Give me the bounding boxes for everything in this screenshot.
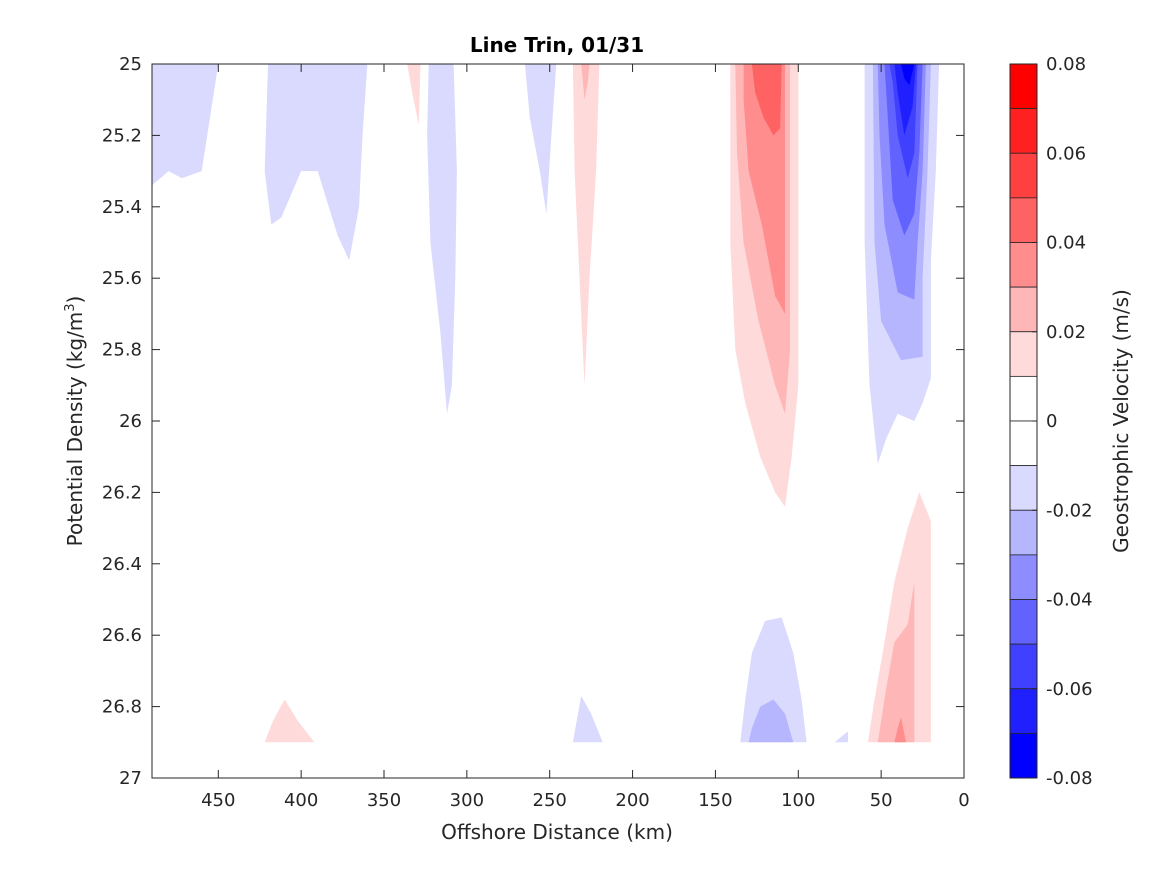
- colorbar-tick-label: -0.02: [1046, 500, 1093, 521]
- x-tick-label: 0: [958, 790, 969, 811]
- colorbar-segment: [1009, 643, 1038, 690]
- colorbar-segment: [1009, 554, 1038, 600]
- colorbar-segment: [1009, 63, 1038, 110]
- colorbar-segment: [1009, 286, 1038, 333]
- colorbar-segment: [1009, 509, 1038, 556]
- colorbar-tick-label: 0.08: [1046, 54, 1086, 75]
- y-tick-label: 26.4: [102, 554, 142, 575]
- y-axis-label: Potential Density (kg/m3): [63, 296, 87, 547]
- pos-region-coastal-deep-2: [877, 581, 915, 743]
- chart-title: Line Trin, 01/31: [470, 33, 644, 57]
- x-tick-label: 300: [450, 790, 484, 811]
- y-tick-label: 26.8: [102, 697, 142, 718]
- x-tick-label: 450: [201, 790, 235, 811]
- x-tick-label: 350: [367, 790, 401, 811]
- neg-region-255km: [524, 64, 557, 214]
- colorbar-tick-label: 0.06: [1046, 143, 1086, 164]
- colorbar-tick-label: 0.04: [1046, 233, 1086, 254]
- y-tick-label: 25: [119, 54, 142, 75]
- y-axis-label-close: ): [63, 296, 87, 304]
- colorbar-label: Geostrophic Velocity (m/s): [1109, 289, 1133, 553]
- y-tick-label: 26.6: [102, 625, 142, 646]
- x-tick-label: 250: [533, 790, 567, 811]
- y-tick-label: 27: [119, 768, 142, 789]
- pos-region-230km: [572, 64, 600, 386]
- x-tick-label: 100: [781, 790, 815, 811]
- neg-region-offshore-far: [152, 64, 219, 186]
- pos-region-410km: [264, 699, 315, 743]
- colorbar-segment: [1009, 375, 1038, 422]
- y-tick-label: 25.2: [102, 125, 142, 146]
- colorbar-segment: [1009, 152, 1038, 199]
- colorbar-segment: [1009, 197, 1038, 243]
- axes: 450 400 350 300 250 200 150 100 50 0 25 25.2 25.4 25.…: [102, 54, 970, 811]
- neg-region-deep-75km: [834, 731, 848, 743]
- colorbar-tick-label: 0: [1046, 411, 1057, 432]
- y-tick-label: 25.4: [102, 197, 142, 218]
- colorbar-segment: [1009, 331, 1038, 377]
- y-axis-label-superscript: 3: [63, 303, 78, 311]
- y-tick-label: 26.2: [102, 482, 142, 503]
- colorbar-tick-label: -0.04: [1046, 590, 1093, 611]
- x-axis-label: Offshore Distance (km): [441, 820, 673, 844]
- y-tick-label: 26: [119, 411, 142, 432]
- x-tick-label: 400: [284, 790, 318, 811]
- pos-region-230km-core: [581, 64, 590, 100]
- colorbar: 0.08 0.06 0.04 0.02 0 -0.02 -0.04 -0.06 -0.08: [1009, 54, 1093, 789]
- neg-region-deep-120km-2: [748, 699, 794, 743]
- neg-region-deep-120km-1: [740, 617, 807, 743]
- neg-region-offshore-mid: [264, 64, 368, 261]
- x-tick-label: 50: [870, 790, 893, 811]
- x-tick-label: 150: [698, 790, 732, 811]
- colorbar-segment: [1009, 420, 1038, 467]
- colorbar-segment: [1009, 465, 1038, 511]
- neg-region-deep-230km: [572, 695, 603, 743]
- colorbar-segment: [1009, 732, 1038, 779]
- neg-region-coastal-7: [901, 64, 915, 86]
- colorbar-segment: [1009, 242, 1038, 288]
- colorbar-tick-label: 0.02: [1046, 322, 1086, 343]
- pos-region-335km: [407, 64, 421, 125]
- x-tick-label: 200: [615, 790, 649, 811]
- y-tick-label: 25.6: [102, 268, 142, 289]
- pos-region-coastal-deep-3: [894, 717, 906, 743]
- colorbar-tick-label: -0.06: [1046, 679, 1093, 700]
- colorbar-segment: [1009, 688, 1038, 734]
- pos-region-120km-4: [751, 64, 782, 136]
- neg-region-300km: [427, 64, 457, 414]
- colorbar-segment: [1009, 599, 1038, 645]
- y-tick-label: 25.8: [102, 340, 142, 361]
- neg-region-coastal-6: [894, 64, 916, 136]
- colorbar-segment: [1009, 108, 1038, 154]
- colorbar-tick-label: -0.08: [1046, 768, 1093, 789]
- pos-region-coastal-deep-1: [867, 492, 931, 743]
- y-axis-label-main: Potential Density (kg/m: [63, 312, 87, 547]
- contour-regions: [152, 64, 940, 743]
